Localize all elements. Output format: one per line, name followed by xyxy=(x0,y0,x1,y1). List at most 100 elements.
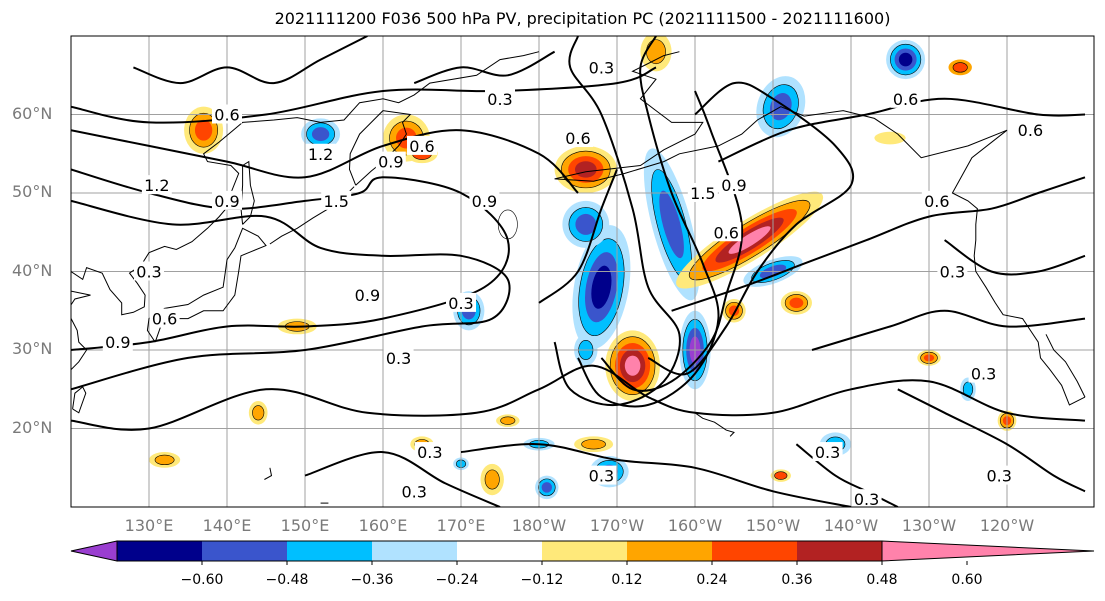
coastline xyxy=(72,386,87,414)
contour-label-bg xyxy=(383,347,414,367)
precip-contour-fill xyxy=(574,161,597,178)
longitude-label: 150°E xyxy=(280,516,330,535)
colorbar-segment xyxy=(372,541,457,561)
contour-label-bg xyxy=(968,363,999,383)
pv-contour-line xyxy=(577,36,720,408)
contour-label-bg xyxy=(1015,120,1046,140)
pv-contour-line xyxy=(944,239,1086,276)
contour-label-bg xyxy=(851,489,882,507)
coastline xyxy=(1045,334,1086,398)
longitude-label: 160°E xyxy=(358,516,408,535)
contour-label: 0.3 xyxy=(487,90,512,109)
contour-label-bg xyxy=(134,261,164,281)
colorbar-tick-label: −0.12 xyxy=(520,572,564,588)
contour-label: 0.9 xyxy=(105,333,130,352)
pv-contour-line xyxy=(413,50,556,85)
map-frame xyxy=(70,35,1095,508)
precip-contour-fill xyxy=(624,355,641,376)
pv-contour-line xyxy=(811,309,1086,351)
pv-contour-line xyxy=(647,81,855,376)
pv-contour-line xyxy=(538,169,618,304)
contour-label-bg xyxy=(719,175,749,195)
contour-label: 0.3 xyxy=(589,58,614,77)
colorbar-segment xyxy=(457,541,542,561)
contour-label: 0.3 xyxy=(386,349,411,368)
contour-label: 0.3 xyxy=(417,443,442,462)
contour-label-bg xyxy=(446,292,476,312)
map-title: 2021111200 F036 500 hPa PV, precipitatio… xyxy=(274,9,891,28)
pv-contour-line xyxy=(795,443,899,507)
contour-labels: 0.3 0.6 0.6 1.2 1.2 1.5 0.9 0.9 0.9 0.3 0.9 0.9 0.6 0… xyxy=(102,57,1046,507)
colorbar-tick-label: 0.48 xyxy=(866,572,898,588)
colorbar-tick-label: −0.60 xyxy=(180,572,224,588)
contour-label: 0.3 xyxy=(401,482,426,501)
precip-contour-fill xyxy=(774,471,788,480)
contour-label: 0.6 xyxy=(924,192,949,211)
colorbar-frame xyxy=(116,540,883,562)
colorbar-tick-label: −0.24 xyxy=(435,572,479,588)
contour-label-bg xyxy=(937,261,968,281)
contour-label-bg xyxy=(407,135,437,155)
contour-label-bg xyxy=(141,175,172,195)
contour-label: 0.9 xyxy=(355,286,380,305)
pv-contour-line xyxy=(553,36,681,407)
contour-label: 0.3 xyxy=(589,467,614,486)
pv-contour-line xyxy=(71,129,579,194)
contour-label: 1.2 xyxy=(144,176,169,195)
coastline xyxy=(951,129,1086,406)
colorbar xyxy=(70,540,1095,565)
contour-label-bg xyxy=(414,442,445,462)
pv-contour-line xyxy=(71,364,1086,431)
longitude-label: 180°W xyxy=(511,516,567,535)
contour-label: 1.5 xyxy=(690,184,715,203)
colorbar-segment xyxy=(712,541,797,561)
contour-label: 0.9 xyxy=(721,176,746,195)
colorbar-segment xyxy=(542,541,627,561)
longitude-label: 130°W xyxy=(901,516,957,535)
colorbar-tick-label: 0.60 xyxy=(951,572,983,588)
colorbar-segment xyxy=(287,541,372,561)
precip-contour-fill xyxy=(591,265,612,309)
precip-contour-fill xyxy=(728,226,771,254)
contour-label-bg xyxy=(305,143,336,163)
contour-label-bg xyxy=(485,88,515,108)
longitude-label: 140°E xyxy=(202,516,252,535)
latitude-label: 20°N xyxy=(12,417,53,437)
contour-label-bg xyxy=(469,190,500,210)
latitude-label: 40°N xyxy=(12,260,53,280)
contour-label: 0.6 xyxy=(409,137,434,156)
contour-label: 0.6 xyxy=(1018,121,1043,140)
pv-contour-line xyxy=(897,388,1086,493)
contour-label-bg xyxy=(321,190,352,210)
contour-label-bg xyxy=(149,308,180,328)
coastline xyxy=(146,227,267,343)
pv-contour-line xyxy=(460,443,852,507)
precip-contour-fill xyxy=(252,405,265,421)
contour-label-bg xyxy=(711,222,742,242)
colorbar-tick-label: 0.24 xyxy=(696,572,728,588)
precip-contour-fill xyxy=(646,39,666,65)
contour-label-bg xyxy=(687,183,718,202)
contour-label-bg xyxy=(212,104,242,124)
precip-contour-fill xyxy=(874,131,906,145)
precip-contour-fill xyxy=(659,190,684,259)
longitude-label: 170°E xyxy=(436,516,486,535)
pv-contours xyxy=(71,36,1086,507)
colorbar-tick-label: 0.36 xyxy=(781,572,813,588)
contour-label: 0.9 xyxy=(378,153,403,172)
contour-label: 0.3 xyxy=(448,294,473,313)
contour-label-bg xyxy=(921,190,952,210)
colorbar-segment xyxy=(117,541,202,561)
longitude-label: 140°W xyxy=(823,516,879,535)
pv-contour-line xyxy=(71,66,657,124)
contour-label: 0.3 xyxy=(815,443,840,462)
contour-label-bg xyxy=(563,128,593,148)
coastline xyxy=(694,412,735,437)
precip-contour-fill xyxy=(194,119,213,141)
contour-label: 1.5 xyxy=(323,192,348,211)
longitude-label: 170°W xyxy=(589,516,645,535)
precip-contour-fill xyxy=(484,469,500,490)
contour-label-bg xyxy=(102,332,133,352)
precip-contour-fill xyxy=(575,213,597,235)
